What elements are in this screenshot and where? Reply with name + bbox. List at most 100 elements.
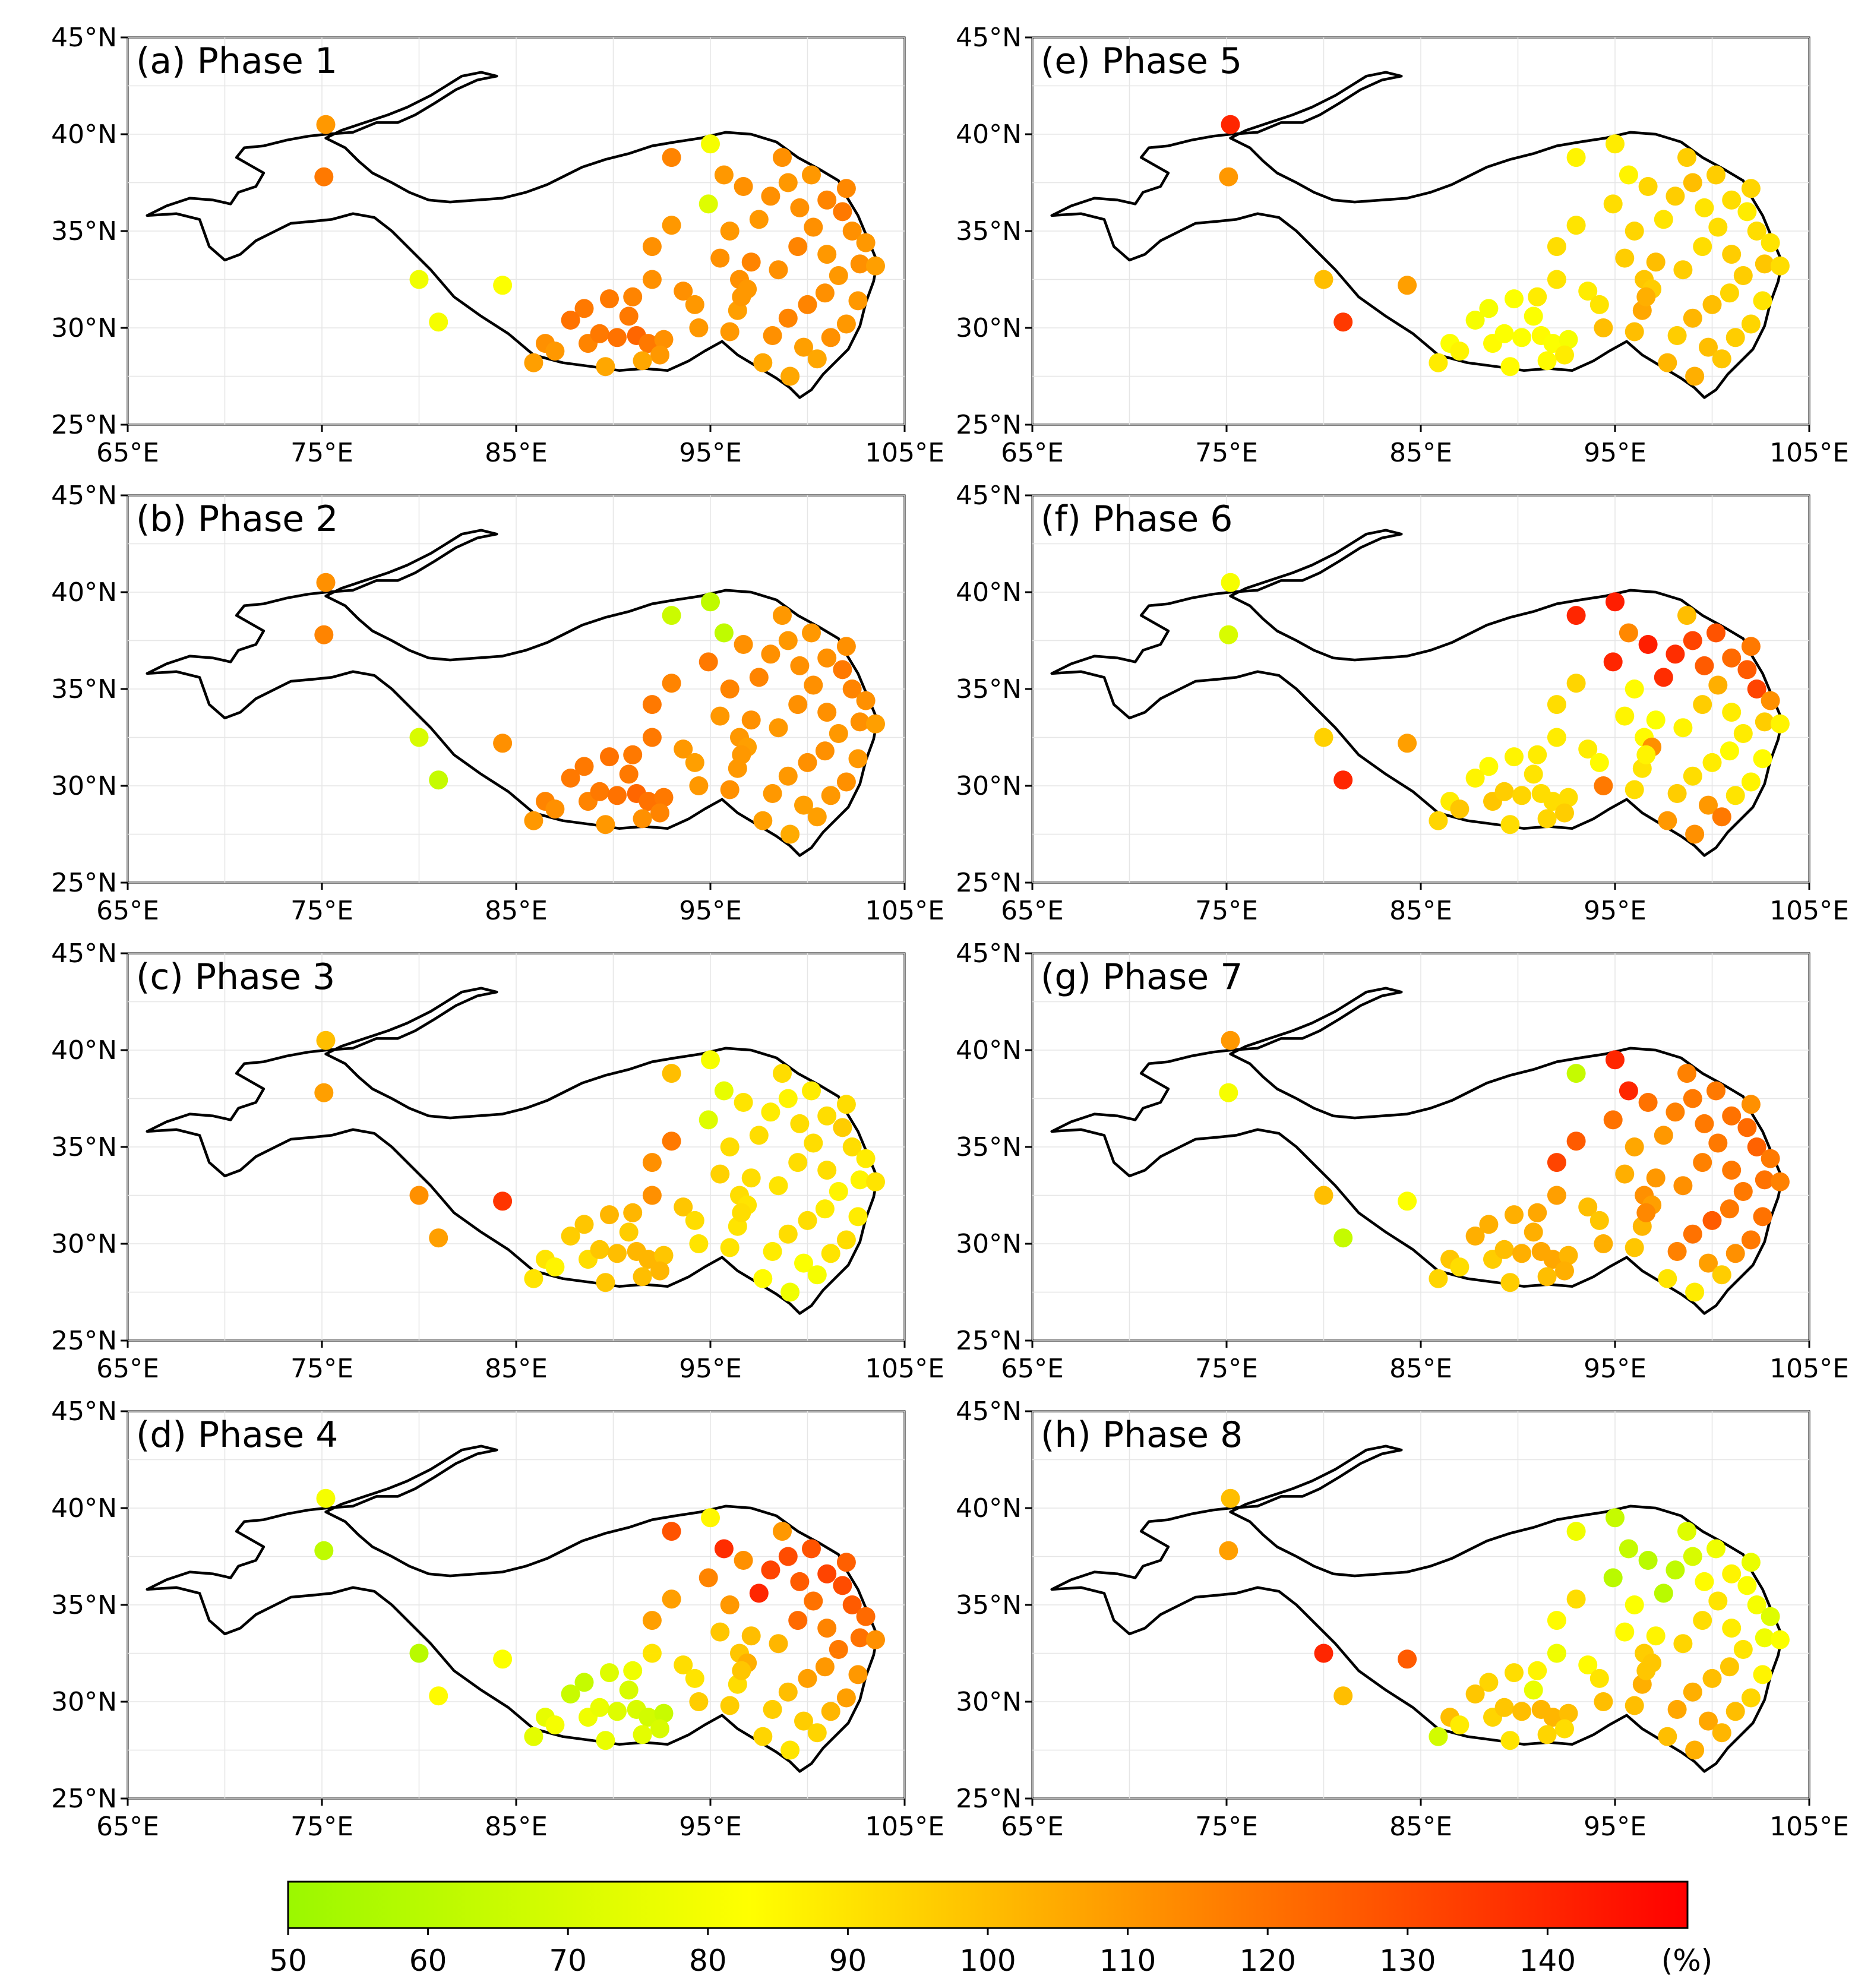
station-dot (561, 769, 580, 788)
station-dot (1761, 691, 1780, 710)
station-dot (1547, 695, 1566, 715)
station-dot (1683, 631, 1702, 650)
station-dot (866, 1630, 885, 1649)
station-dot (429, 1228, 448, 1248)
colorbar-tick-label: 50 (269, 1943, 307, 1978)
station-dot (545, 1715, 565, 1735)
station-dot (1450, 342, 1470, 361)
station-dot (1505, 289, 1524, 309)
lon-tick-label: 75°E (1195, 1812, 1258, 1842)
lon-tick-label: 95°E (1584, 1354, 1647, 1384)
station-dot (850, 1628, 870, 1648)
station-dot (769, 718, 788, 738)
station-dot (1695, 198, 1714, 217)
lon-tick-label: 95°E (679, 896, 742, 926)
station-dot (817, 190, 837, 210)
station-dot (699, 1568, 718, 1588)
station-dot (1708, 1133, 1728, 1153)
station-dot (1578, 739, 1598, 759)
lat-tick-label: 45°N (51, 481, 117, 511)
station-dot (623, 1661, 643, 1680)
station-dot (848, 1207, 868, 1227)
station-dot (561, 1684, 580, 1703)
station-dot (788, 237, 808, 257)
station-dot (1494, 1240, 1514, 1259)
station-dot (720, 1238, 740, 1257)
station-dot (1429, 1269, 1448, 1288)
lon-tick-label: 65°E (96, 438, 159, 468)
station-dot (314, 1541, 334, 1560)
station-dot (1479, 757, 1499, 776)
lon-tick-label: 65°E (96, 1812, 159, 1842)
lat-tick-label: 35°N (956, 1132, 1022, 1162)
lon-tick-label: 65°E (96, 896, 159, 926)
station-dot (850, 1170, 870, 1190)
lat-tick-label: 40°N (956, 577, 1022, 608)
lat-tick-label: 45°N (51, 1396, 117, 1427)
lat-tick-label: 40°N (956, 1493, 1022, 1524)
station-dot (1500, 815, 1520, 835)
station-dot (780, 824, 800, 844)
station-dot (642, 1644, 662, 1663)
station-dot (866, 256, 885, 276)
lon-tick-label: 85°E (1389, 1354, 1452, 1384)
station-dot (856, 1607, 876, 1626)
station-dot (600, 1205, 619, 1225)
station-dot (1398, 1649, 1417, 1669)
station-dot (1465, 311, 1485, 330)
lat-tick-label: 30°N (956, 313, 1022, 343)
station-dot (1666, 1102, 1685, 1122)
station-dot (1500, 1273, 1520, 1292)
station-dot (1566, 1064, 1586, 1083)
station-dot (608, 786, 627, 805)
station-dot (1741, 1230, 1761, 1250)
station-dot (1547, 1644, 1566, 1663)
station-dot (1606, 1508, 1625, 1528)
station-dot (662, 1064, 681, 1083)
station-dot (1646, 252, 1666, 272)
station-dot (574, 1673, 594, 1692)
station-dot (1677, 606, 1696, 625)
lat-tick-label: 35°N (956, 1590, 1022, 1620)
station-dot (1737, 1576, 1757, 1595)
station-dot (741, 252, 761, 272)
station-dot (1761, 233, 1780, 252)
lon-tick-label: 85°E (1389, 896, 1452, 926)
station-dot (545, 342, 565, 361)
station-dot (1547, 1186, 1566, 1205)
lon-tick-label: 75°E (290, 438, 353, 468)
lon-tick-label: 85°E (485, 896, 548, 926)
station-dot (804, 217, 823, 237)
station-dot (314, 1083, 334, 1102)
station-dot (1667, 1242, 1687, 1261)
station-dot (798, 295, 817, 314)
lat-tick-label: 35°N (51, 674, 117, 704)
station-dot (732, 1661, 751, 1680)
station-dot (596, 1273, 615, 1292)
station-dot (807, 1723, 827, 1743)
station-dot (1619, 623, 1638, 643)
station-dot (654, 788, 674, 807)
station-dot (1747, 679, 1766, 699)
station-dot (720, 1137, 740, 1156)
station-dot (1594, 1234, 1613, 1253)
station-dot (654, 1246, 674, 1265)
station-dot (1770, 1172, 1790, 1191)
station-dot (1494, 324, 1514, 343)
station-dot (1722, 1161, 1742, 1180)
panel-title: (f) Phase 6 (1041, 498, 1233, 540)
station-dot (1646, 710, 1666, 730)
station-dot (848, 749, 868, 769)
station-dot (699, 194, 718, 214)
station-dot (596, 815, 615, 835)
station-dot (773, 606, 792, 625)
lat-tick-label: 35°N (51, 216, 117, 246)
station-dot (1722, 703, 1742, 722)
station-dot (619, 306, 639, 326)
station-dot (1737, 1118, 1757, 1137)
station-dot (798, 1668, 817, 1688)
station-dot (619, 1222, 639, 1242)
station-dot (1615, 248, 1635, 268)
station-dot (1722, 190, 1742, 210)
station-dot (429, 1686, 448, 1706)
